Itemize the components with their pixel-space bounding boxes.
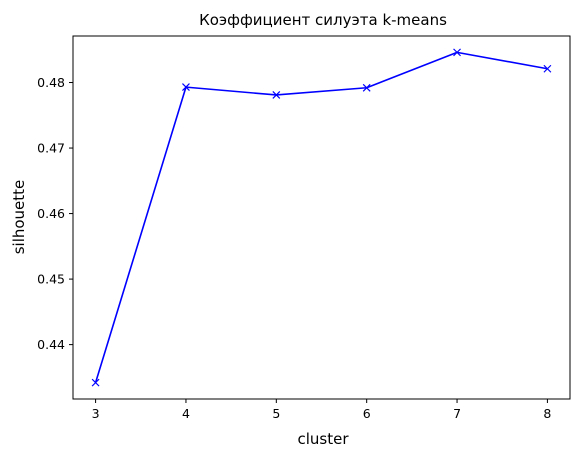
- x-axis-ticks: 3 4 5 6 7 8: [92, 399, 551, 421]
- y-tick-label: 0.46: [37, 206, 65, 221]
- chart-title: Коэффициент силуэта k-means: [199, 11, 447, 29]
- y-tick-label: 0.44: [37, 337, 65, 352]
- y-tick-label: 0.45: [37, 272, 65, 287]
- data-point-marker: [91, 378, 100, 387]
- plot-frame: [72, 35, 571, 400]
- y-axis-label: silhouette: [10, 180, 28, 255]
- data-point-marker: [272, 91, 281, 99]
- y-tick-label: 0.47: [37, 141, 65, 156]
- x-tick-label: 4: [182, 406, 190, 421]
- x-axis-label: cluster: [297, 430, 349, 448]
- series-layer: [91, 48, 552, 387]
- data-point-marker: [453, 48, 461, 57]
- plot-area: [72, 35, 571, 400]
- series-line: [94, 51, 548, 383]
- y-axis-ticks: 0.44 0.45 0.46 0.47 0.48: [37, 75, 73, 352]
- x-tick-label: 6: [363, 406, 371, 421]
- data-point-marker: [362, 83, 371, 92]
- data-point-marker: [543, 64, 552, 73]
- x-tick-label: 3: [92, 406, 100, 421]
- x-tick-label: 8: [543, 406, 551, 421]
- data-point-marker: [182, 83, 190, 92]
- x-tick-label: 5: [272, 406, 280, 421]
- y-tick-label: 0.48: [37, 75, 65, 90]
- x-tick-label: 7: [453, 406, 461, 421]
